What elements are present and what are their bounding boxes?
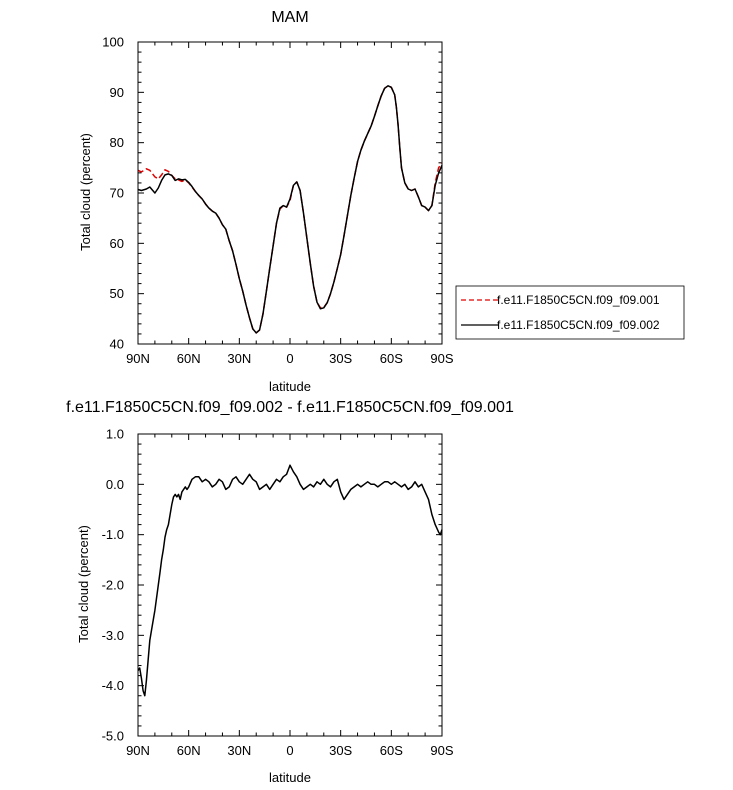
y-tick-label: -5.0 [102,729,124,744]
y-tick-label: 0.0 [106,477,124,492]
x-tick-label: 0 [286,351,293,366]
legend-label-series-2: f.e11.F1850C5CN.f09_f09.002 [497,318,660,332]
top-chart-series-line-2 [137,85,443,334]
x-tick-label: 60N [177,743,201,758]
x-tick-label: 30N [227,351,251,366]
top-chart-ticks [137,41,443,345]
y-tick-label: -4.0 [102,678,124,693]
x-tick-label: 90N [126,351,150,366]
top-chart-series-line-1 [137,85,443,334]
x-tick-label: 30N [227,743,251,758]
bottom-chart-frame [137,433,443,737]
legend: f.e11.F1850C5CN.f09_f09.001 f.e11.F1850C… [455,285,685,340]
bottom-chart: f.e11.F1850C5CN.f09_f09.002 - f.e11.F185… [66,399,514,785]
bottom-chart-ticks [137,433,443,737]
bottom-chart-title: f.e11.F1850C5CN.f09_f09.002 - f.e11.F185… [66,399,514,416]
bottom-chart-ylabel: Total cloud (percent) [76,525,91,643]
top-chart-frame [137,41,443,345]
legend-box [455,285,685,340]
y-tick-label: 70 [110,186,124,201]
x-tick-label: 60N [177,351,201,366]
x-tick-label: 90S [430,351,453,366]
bottom-chart-series-line-1 [137,464,443,697]
x-tick-label: 60S [380,351,403,366]
top-chart-xlabel: latitude [269,379,311,394]
y-tick-label: 40 [110,337,124,352]
bottom-chart-xlabel: latitude [269,770,311,785]
top-chart: MAM Total cloud (percent) latitude 90N 60… [78,9,454,394]
x-tick-label: 30S [329,351,352,366]
y-tick-label: 1.0 [106,427,124,442]
y-tick-label: 60 [110,236,124,251]
y-tick-label: -3.0 [102,628,124,643]
x-tick-label: 90N [126,743,150,758]
y-tick-label: 100 [102,35,124,50]
top-chart-series [137,85,443,334]
top-chart-tick-labels: 90N 60N 30N 0 30S 60S 90S 40 50 60 70 80 90 100 [102,35,454,367]
x-tick-label: 60S [380,743,403,758]
x-tick-label: 30S [329,743,352,758]
y-tick-label: 50 [110,286,124,301]
y-tick-label: -1.0 [102,527,124,542]
y-tick-label: 90 [110,85,124,100]
top-chart-title: MAM [271,9,308,26]
x-tick-label: 0 [286,743,293,758]
y-tick-label: -2.0 [102,578,124,593]
bottom-chart-tick-labels: 90N 60N 30N 0 30S 60S 90S 1.0 0.0 -1.0 -2.0 -3.0 -4.… [102,427,454,759]
x-tick-label: 90S [430,743,453,758]
bottom-chart-series [137,464,443,697]
y-tick-label: 80 [110,135,124,150]
legend-label-series-1: f.e11.F1850C5CN.f09_f09.001 [497,293,660,307]
top-chart-ylabel: Total cloud (percent) [78,133,93,251]
